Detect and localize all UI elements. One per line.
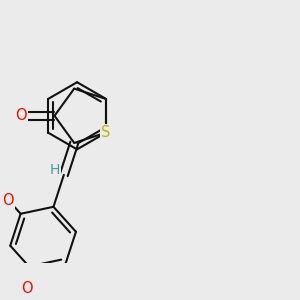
Text: O: O (2, 193, 14, 208)
Text: H: H (50, 163, 60, 176)
Text: O: O (15, 108, 27, 123)
Text: S: S (101, 125, 111, 140)
Text: O: O (21, 281, 33, 296)
